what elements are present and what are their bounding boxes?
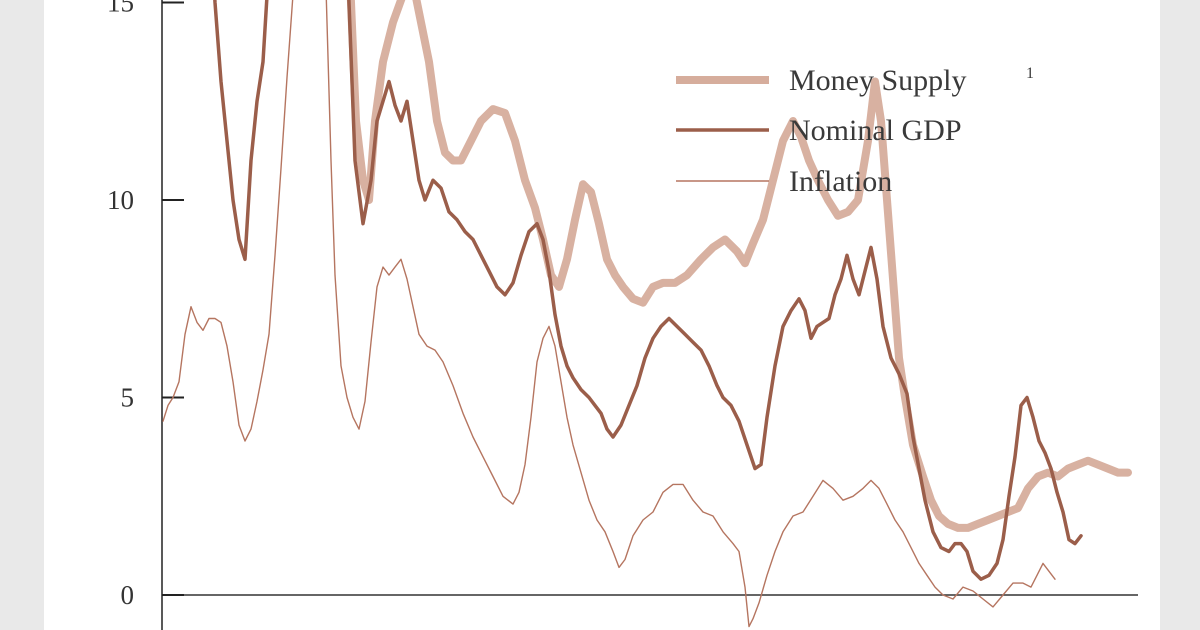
legend: Money Supply Nominal GDP Inflation 1 [676,64,1034,198]
legend-label-inflation: Inflation [789,165,892,198]
legend-label-money-supply: Money Supply [789,64,967,97]
axis-layer: 051015202530% [107,0,1138,630]
y-tick-label: 15 [107,0,134,18]
y-tick-label: 0 [121,580,135,610]
footnote-marker: 1 [1026,65,1034,82]
series-line-nominal-gdp [213,0,1083,581]
series-line-inflation [162,0,1056,628]
series-layer [162,0,1132,628]
y-tick-label: 5 [121,383,135,413]
y-tick-label: 10 [107,185,134,215]
legend-label-nominal-gdp: Nominal GDP [789,114,962,147]
series-line-money-supply [346,0,1132,532]
